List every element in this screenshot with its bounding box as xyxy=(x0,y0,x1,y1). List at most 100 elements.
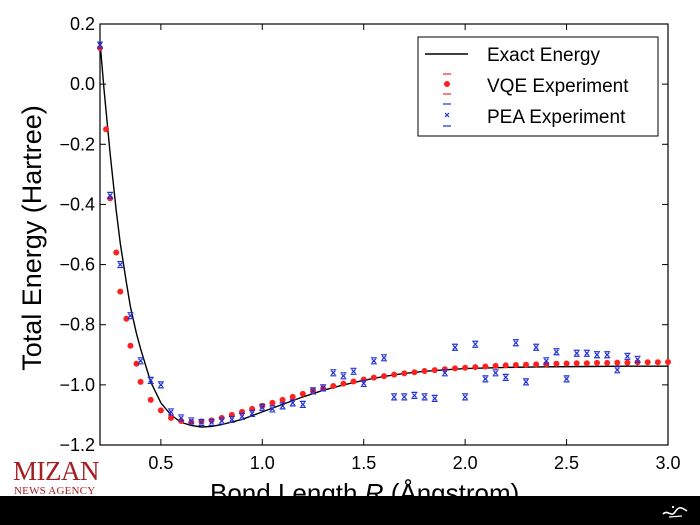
pea-point xyxy=(502,373,509,381)
y-tick-label: −1.2 xyxy=(59,435,95,455)
pea-point xyxy=(218,417,225,425)
pea-point xyxy=(594,351,600,359)
vqe-point xyxy=(472,364,479,371)
vqe-point xyxy=(289,393,296,400)
pea-point xyxy=(350,367,357,375)
pea-point xyxy=(188,417,195,425)
vqe-point xyxy=(604,359,611,366)
pea-point xyxy=(452,343,458,351)
vqe-point xyxy=(157,407,164,414)
vqe-point xyxy=(117,288,124,295)
vqe-point xyxy=(411,369,418,376)
x-tick-label: 0.5 xyxy=(148,453,173,473)
vqe-point xyxy=(523,361,529,368)
pea-point xyxy=(239,412,245,421)
pea-point xyxy=(462,393,469,401)
vqe-point xyxy=(299,390,306,397)
vqe-point xyxy=(533,361,540,368)
watermark-main-text: MIZAN xyxy=(13,456,100,486)
vqe-point xyxy=(340,380,347,387)
vqe-point xyxy=(421,368,428,375)
pea-point xyxy=(137,357,144,365)
vqe-point xyxy=(452,365,458,372)
pea-point xyxy=(330,369,337,377)
pea-point xyxy=(107,191,114,200)
pea-point xyxy=(604,351,611,359)
pea-point xyxy=(340,372,347,380)
pea-experiment-series xyxy=(97,41,641,427)
x-tick-label: 2.0 xyxy=(453,453,478,473)
vqe-point xyxy=(123,315,130,322)
pea-point xyxy=(198,418,205,427)
vqe-point xyxy=(573,360,580,367)
vqe-point xyxy=(208,417,215,424)
vqe-point xyxy=(553,360,560,367)
vqe-point xyxy=(279,396,286,403)
vqe-point xyxy=(103,126,110,133)
pea-point xyxy=(614,366,621,374)
watermark-sub-text: NEWS AGENCY xyxy=(14,485,96,497)
legend: Exact Energy VQE Experiment PEA Experime… xyxy=(417,36,659,137)
vqe-point xyxy=(654,359,661,366)
legend-pea-marker xyxy=(443,103,451,127)
vqe-point xyxy=(512,362,519,369)
legend-vqe-marker xyxy=(443,73,451,95)
vqe-point xyxy=(563,360,570,367)
y-tick-label: −0.6 xyxy=(59,255,95,275)
pea-point xyxy=(269,405,276,413)
pea-point xyxy=(482,375,489,383)
pea-point xyxy=(634,355,641,363)
vqe-point xyxy=(147,396,154,403)
y-tick-label: 0.0 xyxy=(70,74,95,94)
y-tick-label: 0.2 xyxy=(70,14,95,34)
pea-point xyxy=(97,41,103,49)
pea-point xyxy=(492,369,499,377)
vqe-point xyxy=(502,362,509,369)
pea-point xyxy=(117,260,124,269)
pea-point xyxy=(512,339,519,347)
vqe-point xyxy=(665,359,671,366)
y-tick-label: −0.4 xyxy=(59,194,95,214)
pea-point xyxy=(168,408,174,416)
x-tick-label: 2.5 xyxy=(554,453,579,473)
vqe-point xyxy=(401,370,408,377)
pea-point xyxy=(573,349,580,357)
vqe-point xyxy=(330,383,337,390)
vqe-point xyxy=(583,360,590,367)
pea-point xyxy=(523,378,529,386)
y-tick-label: −1.0 xyxy=(59,375,95,395)
signature-logo xyxy=(662,505,688,518)
pea-point xyxy=(249,409,256,418)
pea-point xyxy=(421,393,428,401)
vqe-point xyxy=(391,371,398,378)
y-axis-label: Total Energy (Hartree) xyxy=(17,105,47,371)
pea-point xyxy=(391,393,398,401)
pea-point xyxy=(228,415,235,424)
pea-point xyxy=(310,387,316,395)
pea-point xyxy=(208,418,215,427)
mizan-watermark: MIZAN NEWS AGENCY xyxy=(13,456,109,497)
pea-point xyxy=(431,394,438,402)
pea-point xyxy=(411,391,418,399)
y-tick-label: −0.8 xyxy=(59,315,95,335)
vqe-point xyxy=(431,367,438,374)
pea-point xyxy=(279,402,286,410)
pea-point xyxy=(370,357,377,365)
pea-point xyxy=(299,400,306,409)
vqe-point xyxy=(624,359,631,366)
legend-exact-label: Exact Energy xyxy=(487,45,600,66)
vqe-point xyxy=(137,378,144,385)
pea-point xyxy=(178,414,185,422)
pea-point xyxy=(381,354,387,362)
pea-point xyxy=(583,349,590,357)
pea-point xyxy=(624,352,631,360)
vqe-point xyxy=(113,249,120,256)
pea-point xyxy=(401,393,408,401)
vqe-experiment-series xyxy=(97,45,671,426)
vqe-point xyxy=(492,362,499,369)
vqe-point xyxy=(350,378,357,385)
pea-point xyxy=(289,399,296,407)
pea-point xyxy=(157,381,164,389)
vqe-point xyxy=(594,359,600,366)
